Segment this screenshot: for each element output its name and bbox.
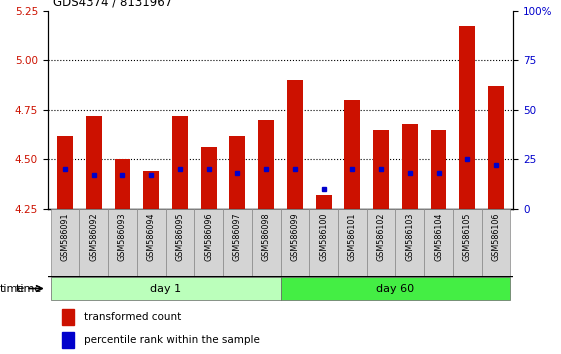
Text: GSM586105: GSM586105 [463, 212, 472, 261]
Text: GSM586094: GSM586094 [146, 212, 155, 261]
Text: transformed count: transformed count [84, 312, 181, 322]
Bar [172, 116, 188, 209]
Bar [86, 116, 102, 209]
Bar [258, 120, 274, 209]
Bar [165, 209, 194, 276]
Text: GSM586098: GSM586098 [261, 212, 270, 261]
Text: GSM586097: GSM586097 [233, 212, 242, 261]
Bar [194, 209, 223, 276]
Text: GSM586099: GSM586099 [291, 212, 300, 261]
Bar [79, 209, 108, 276]
Text: time: time [16, 284, 45, 293]
Bar [280, 209, 309, 276]
Bar [229, 136, 245, 209]
Bar [287, 80, 303, 209]
Bar [50, 278, 280, 299]
Text: day 1: day 1 [150, 284, 181, 293]
Bar [114, 159, 130, 209]
Bar [143, 171, 159, 209]
Text: GSM586096: GSM586096 [204, 212, 213, 261]
Text: GSM586103: GSM586103 [406, 212, 415, 261]
Bar [459, 27, 475, 209]
Bar [431, 130, 447, 209]
Bar [309, 209, 338, 276]
Bar [482, 209, 511, 276]
Bar [223, 209, 252, 276]
Bar [453, 209, 482, 276]
Text: GSM586100: GSM586100 [319, 212, 328, 261]
Bar [402, 124, 418, 209]
Bar [396, 209, 424, 276]
Text: GSM586091: GSM586091 [61, 212, 70, 261]
Text: GSM586106: GSM586106 [491, 212, 500, 261]
Bar [108, 209, 137, 276]
Bar [57, 136, 73, 209]
Bar [280, 278, 511, 299]
Text: GSM586101: GSM586101 [348, 212, 357, 261]
Text: GDS4374 / 8131967: GDS4374 / 8131967 [53, 0, 173, 9]
Bar [62, 309, 74, 325]
Bar [338, 209, 367, 276]
Text: GSM586093: GSM586093 [118, 212, 127, 261]
Bar [137, 209, 165, 276]
Text: GSM586104: GSM586104 [434, 212, 443, 261]
Bar [424, 209, 453, 276]
Bar [50, 209, 79, 276]
Text: GSM586102: GSM586102 [376, 212, 385, 261]
Bar [373, 130, 389, 209]
Bar [316, 195, 332, 209]
Bar [488, 86, 504, 209]
Text: percentile rank within the sample: percentile rank within the sample [84, 335, 259, 345]
Bar [344, 100, 360, 209]
Text: day 60: day 60 [376, 284, 415, 293]
Bar [252, 209, 280, 276]
Bar [367, 209, 396, 276]
Text: GSM586095: GSM586095 [176, 212, 185, 261]
Bar [62, 332, 74, 348]
Bar [201, 147, 217, 209]
Text: time: time [0, 284, 25, 293]
Text: GSM586092: GSM586092 [89, 212, 98, 261]
